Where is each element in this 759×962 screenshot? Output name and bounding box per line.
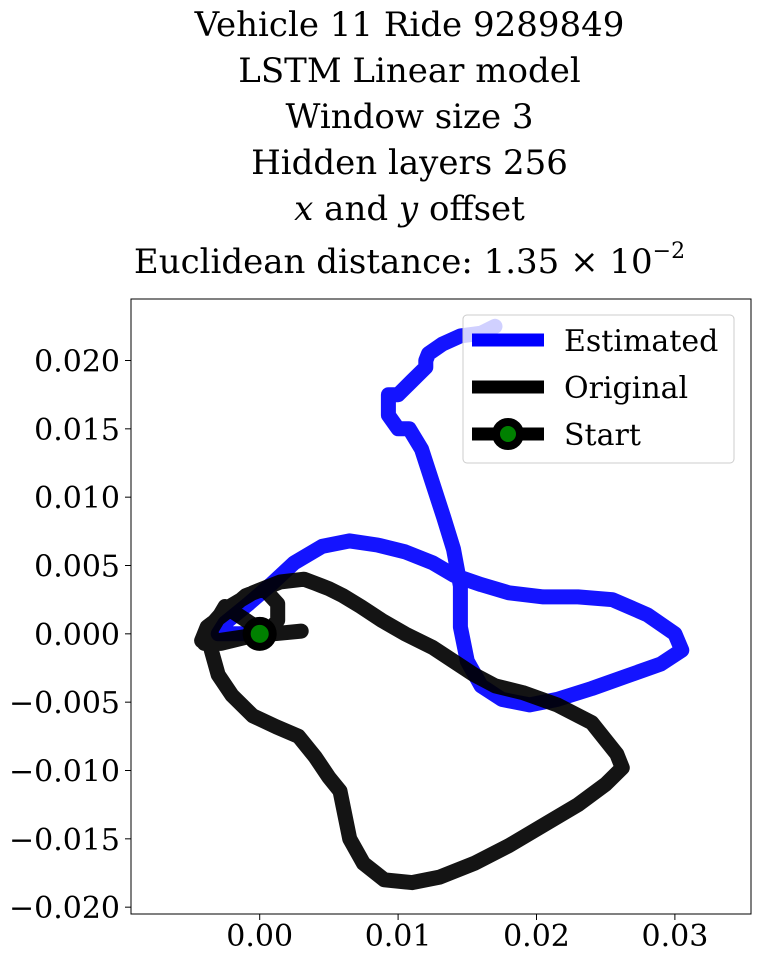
title-line-4: Hidden layers 256 [0, 140, 759, 186]
title-offset-word: offset [418, 189, 525, 229]
legend-label-start: Start [564, 418, 641, 453]
title-line-2: LSTM Linear model [0, 48, 759, 94]
y-tick-label: 0.005 [34, 550, 120, 585]
x-tick-label: 0.03 [641, 919, 708, 954]
title-line-4-text: Hidden layers 256 [251, 143, 568, 183]
title-line-3: Window size 3 [0, 94, 759, 140]
plot-area [194, 318, 690, 891]
title-distance-text: Euclidean distance: 1.35 [133, 242, 560, 283]
title-line-1-text: Vehicle 11 Ride 9289849 [194, 5, 625, 45]
title-line-6: Euclidean distance: 1.35 × 10−2 [0, 232, 759, 285]
title-x-symbol: x [294, 189, 314, 229]
axes-frame [130, 298, 752, 915]
y-tick-label: −0.010 [9, 755, 120, 790]
plot-lines [194, 318, 690, 891]
title-line-5: x and y offset [0, 186, 759, 232]
title-and-word: and [313, 189, 399, 229]
legend: Estimated Original Start [462, 314, 735, 464]
title-y-symbol: y [398, 189, 419, 229]
y-tick-label: −0.020 [9, 891, 120, 926]
y-tick-label: 0.020 [34, 345, 120, 380]
axes-border [130, 298, 752, 915]
x-tick-label: 0.00 [226, 919, 293, 954]
title-line-2-text: LSTM Linear model [238, 51, 581, 91]
y-tick-label: 0.010 [34, 481, 120, 516]
x-tick-label: 0.02 [503, 919, 570, 954]
y-tick-label: −0.005 [9, 686, 120, 721]
legend-label-estimated: Estimated [564, 324, 718, 359]
chart-title: Vehicle 11 Ride 9289849 LSTM Linear mode… [0, 2, 759, 285]
title-line-1: Vehicle 11 Ride 9289849 [0, 2, 759, 48]
y-tick-label: 0.015 [34, 413, 120, 448]
legend-label-original: Original [564, 371, 688, 406]
legend-box [462, 314, 735, 464]
legend-start-marker [492, 418, 524, 450]
start-marker [242, 616, 277, 651]
y-tick-label: 0.000 [34, 618, 120, 653]
x-tick-label: 0.01 [365, 919, 432, 954]
tick-layer: 0.00 0.01 0.02 0.03 −0.020 −0.015 −0.010 −0.005… [9, 345, 708, 955]
title-exponent: −2 [652, 239, 686, 264]
title-times-ten: × 10 [559, 242, 653, 283]
y-tick-label: −0.015 [9, 823, 120, 858]
title-line-3-text: Window size 3 [285, 97, 534, 137]
